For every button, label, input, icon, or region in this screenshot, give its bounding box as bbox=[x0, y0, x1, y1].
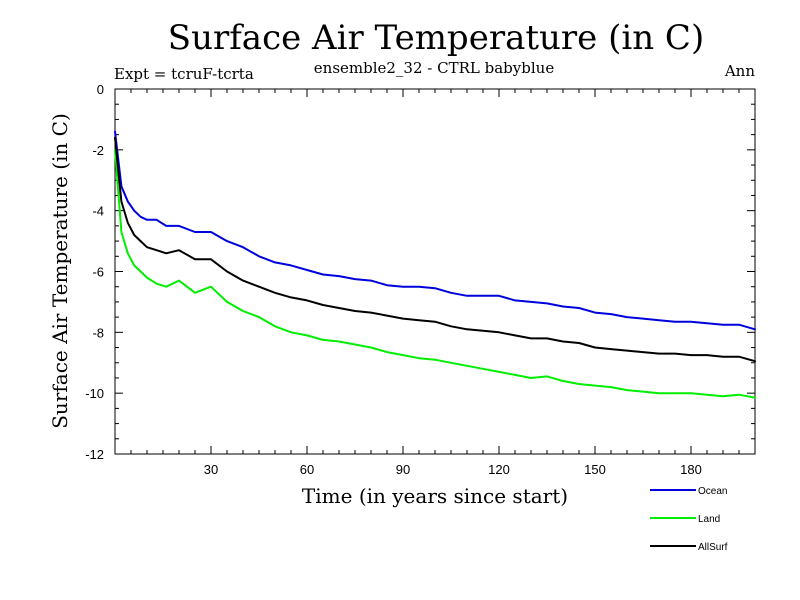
y-tick-label: -12 bbox=[85, 447, 104, 462]
experiment-label: Expt = tcruF-tcrta bbox=[114, 65, 254, 83]
series-line-allsurf bbox=[114, 136, 756, 363]
x-tick-label: 120 bbox=[488, 462, 510, 477]
x-axis-label: Time (in years since start) bbox=[302, 484, 568, 508]
x-tick-label: 180 bbox=[680, 462, 702, 477]
axis-ticks bbox=[115, 88, 755, 455]
y-tick-label: -2 bbox=[92, 143, 104, 158]
series-line-land bbox=[114, 148, 756, 399]
tick-labels: 30 60 90 120 150 180 0 -2 -4 -6 -8 -10 -12 bbox=[85, 82, 702, 477]
legend-label-ocean: Ocean bbox=[698, 486, 727, 497]
x-tick-label: 30 bbox=[204, 462, 218, 477]
x-tick-label: 60 bbox=[300, 462, 314, 477]
x-tick-label: 90 bbox=[396, 462, 410, 477]
series-layer bbox=[114, 130, 756, 399]
y-tick-label: -6 bbox=[92, 265, 104, 280]
legend: Ocean Land AllSurf bbox=[650, 486, 728, 553]
series-line-ocean bbox=[114, 130, 756, 331]
y-axis-label: Surface Air Temperature (in C) bbox=[48, 113, 72, 429]
y-tick-label: -8 bbox=[92, 325, 104, 340]
y-tick-label: -10 bbox=[85, 386, 104, 401]
plot-frame bbox=[114, 88, 756, 455]
legend-label-land: Land bbox=[698, 514, 720, 525]
chart-title: Surface Air Temperature (in C) bbox=[168, 18, 704, 58]
x-tick-label: 150 bbox=[584, 462, 606, 477]
y-tick-label: 0 bbox=[97, 82, 104, 97]
season-label: Ann bbox=[724, 62, 755, 80]
y-tick-label: -4 bbox=[92, 204, 104, 219]
legend-label-allsurf: AllSurf bbox=[698, 542, 728, 553]
chart-subtitle: ensemble2_32 - CTRL babyblue bbox=[314, 59, 555, 77]
